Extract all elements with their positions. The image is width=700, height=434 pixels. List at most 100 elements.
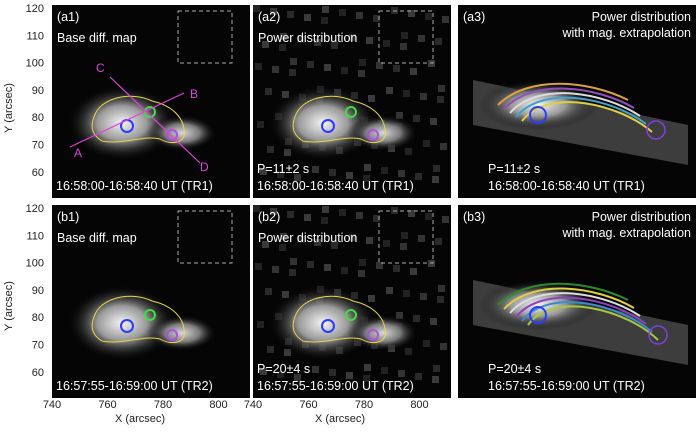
noise (253, 5, 260, 12)
noise (415, 173, 422, 180)
field-line (503, 87, 635, 110)
panel: (a3) Power distribution with mag. extrapol… (458, 5, 696, 198)
noise (442, 16, 449, 23)
noise (272, 266, 279, 273)
noise (324, 264, 331, 271)
noise (386, 87, 393, 94)
field-line (503, 287, 635, 310)
noise (386, 287, 393, 294)
y-tick-label: 110 (26, 30, 44, 42)
cut-line (109, 76, 201, 164)
noise (413, 315, 420, 322)
purple-circle (367, 129, 379, 141)
noise (438, 85, 445, 92)
noise (359, 259, 366, 266)
noise (253, 205, 260, 212)
noise (265, 88, 272, 95)
y-tick-label: 120 (26, 203, 44, 215)
noise (393, 65, 400, 72)
intensity-blob (147, 315, 217, 351)
y-tick-label: 100 (26, 58, 44, 70)
noise (403, 290, 410, 297)
noise (405, 348, 412, 355)
noise (257, 121, 264, 128)
purple-circle (367, 329, 379, 341)
intensity-blob (348, 315, 418, 351)
x-tick-label: 800 (410, 399, 428, 411)
noise (322, 206, 329, 213)
blue-circle (529, 306, 547, 324)
noise (341, 267, 348, 274)
noise (324, 64, 331, 71)
x-tick-label: 740 (43, 399, 61, 411)
noise (260, 168, 267, 175)
noise (341, 67, 348, 74)
noise (410, 268, 417, 275)
blue-circle (321, 119, 335, 133)
contour (91, 95, 186, 144)
noise (396, 112, 403, 119)
field-line (521, 301, 653, 333)
y-tick-label: 90 (32, 285, 44, 297)
purple-circle (166, 329, 178, 341)
noise (393, 265, 400, 272)
noise (304, 14, 311, 21)
noise (400, 43, 407, 50)
noise (290, 258, 297, 265)
x-tick-label: 800 (209, 399, 227, 411)
noise (420, 93, 427, 100)
noise (294, 174, 301, 181)
panel-title: with mag. extrapolation (561, 226, 691, 240)
noise (356, 12, 363, 19)
noise (279, 244, 286, 251)
cut-label: D (200, 160, 209, 174)
panel-footer: P=20±4 s (257, 362, 310, 376)
noise (346, 372, 353, 379)
noise (321, 217, 328, 224)
noise (282, 291, 289, 298)
panel-footer: 16:58:00-16:58:40 UT (TR1) (257, 179, 414, 193)
noise (262, 41, 269, 48)
noise (433, 365, 440, 372)
panel-title: Power distribution (592, 210, 691, 224)
noise (331, 242, 338, 249)
x-axis-label: X (arcsec) (315, 413, 365, 425)
noise (401, 32, 408, 39)
noise (277, 171, 284, 178)
panel-id: (b3) (463, 210, 485, 224)
noise (401, 232, 408, 239)
noise (307, 261, 314, 268)
noise (358, 70, 365, 77)
noise (435, 38, 442, 45)
noise (432, 376, 439, 383)
noise (339, 9, 346, 16)
field-line (509, 292, 641, 317)
noise (260, 368, 267, 375)
noise (364, 364, 371, 371)
noise (282, 91, 289, 98)
panel-id: (a3) (463, 10, 485, 24)
y-tick-label: 80 (32, 312, 44, 324)
panel-title: Power distribution (258, 231, 357, 245)
noise (312, 166, 319, 173)
noise (284, 149, 291, 156)
noise (270, 208, 277, 215)
noise (423, 140, 430, 147)
noise (376, 262, 383, 269)
panel: (a1) Base diff. map 16:58:00-16:58:40 UT (… (52, 5, 250, 198)
panel-footer: 16:57:55-16:59:00 UT (TR2) (56, 379, 213, 393)
field-line (527, 305, 659, 341)
noise (287, 211, 294, 218)
purple-circle (166, 129, 178, 141)
noise (403, 90, 410, 97)
panel-footer: 16:57:55-16:59:00 UT (TR2) (257, 379, 414, 393)
field-line (509, 92, 641, 117)
panel-id: (a2) (258, 10, 280, 24)
x-tick-label: 780 (355, 399, 373, 411)
y-axis-label: Y (arcsec) (3, 281, 15, 331)
panel: (b1) Base diff. map 16:57:55-16:59:00 UT (… (52, 205, 250, 398)
noise (279, 44, 286, 51)
panel-footer: P=20±4 s (488, 362, 541, 376)
intensity-blob (147, 115, 217, 151)
purple-circle (646, 120, 666, 140)
